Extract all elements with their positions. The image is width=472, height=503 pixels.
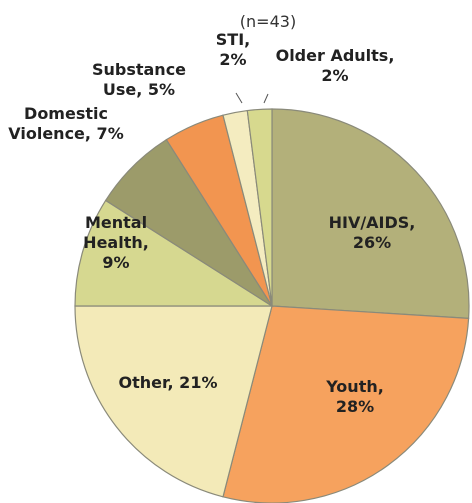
slice-label-mental-health: Mental Health, 9% bbox=[83, 213, 149, 272]
leader-line-older-adults bbox=[263, 93, 269, 104]
slice-label-substance-use: Substance Use, 5% bbox=[92, 60, 186, 99]
slice-label-older-adults: Older Adults, 2% bbox=[276, 46, 395, 85]
chart-subtitle: (n=43) bbox=[240, 12, 296, 31]
pie-slices bbox=[74, 108, 470, 503]
pie-slice-other bbox=[74, 305, 273, 498]
slice-label-youth: Youth, 28% bbox=[325, 377, 384, 416]
slice-label-other: Other, 21% bbox=[119, 373, 218, 392]
slice-labels: HIV/AIDS, 26% Youth, 28% Other, 21% Mental Hea… bbox=[8, 30, 415, 416]
pie-slice-older-adults bbox=[246, 108, 273, 307]
pie-slice-mental-health bbox=[74, 199, 275, 307]
leader-lines bbox=[235, 92, 269, 104]
slice-label-hiv-aids: HIV/AIDS, 26% bbox=[329, 213, 416, 252]
slice-label-domestic-violence: Domestic Violence, 7% bbox=[8, 104, 123, 143]
pie-slice-hiv-aids bbox=[271, 108, 470, 320]
leader-line-sti bbox=[235, 92, 243, 104]
slice-label-sti: STI, 2% bbox=[216, 30, 250, 69]
